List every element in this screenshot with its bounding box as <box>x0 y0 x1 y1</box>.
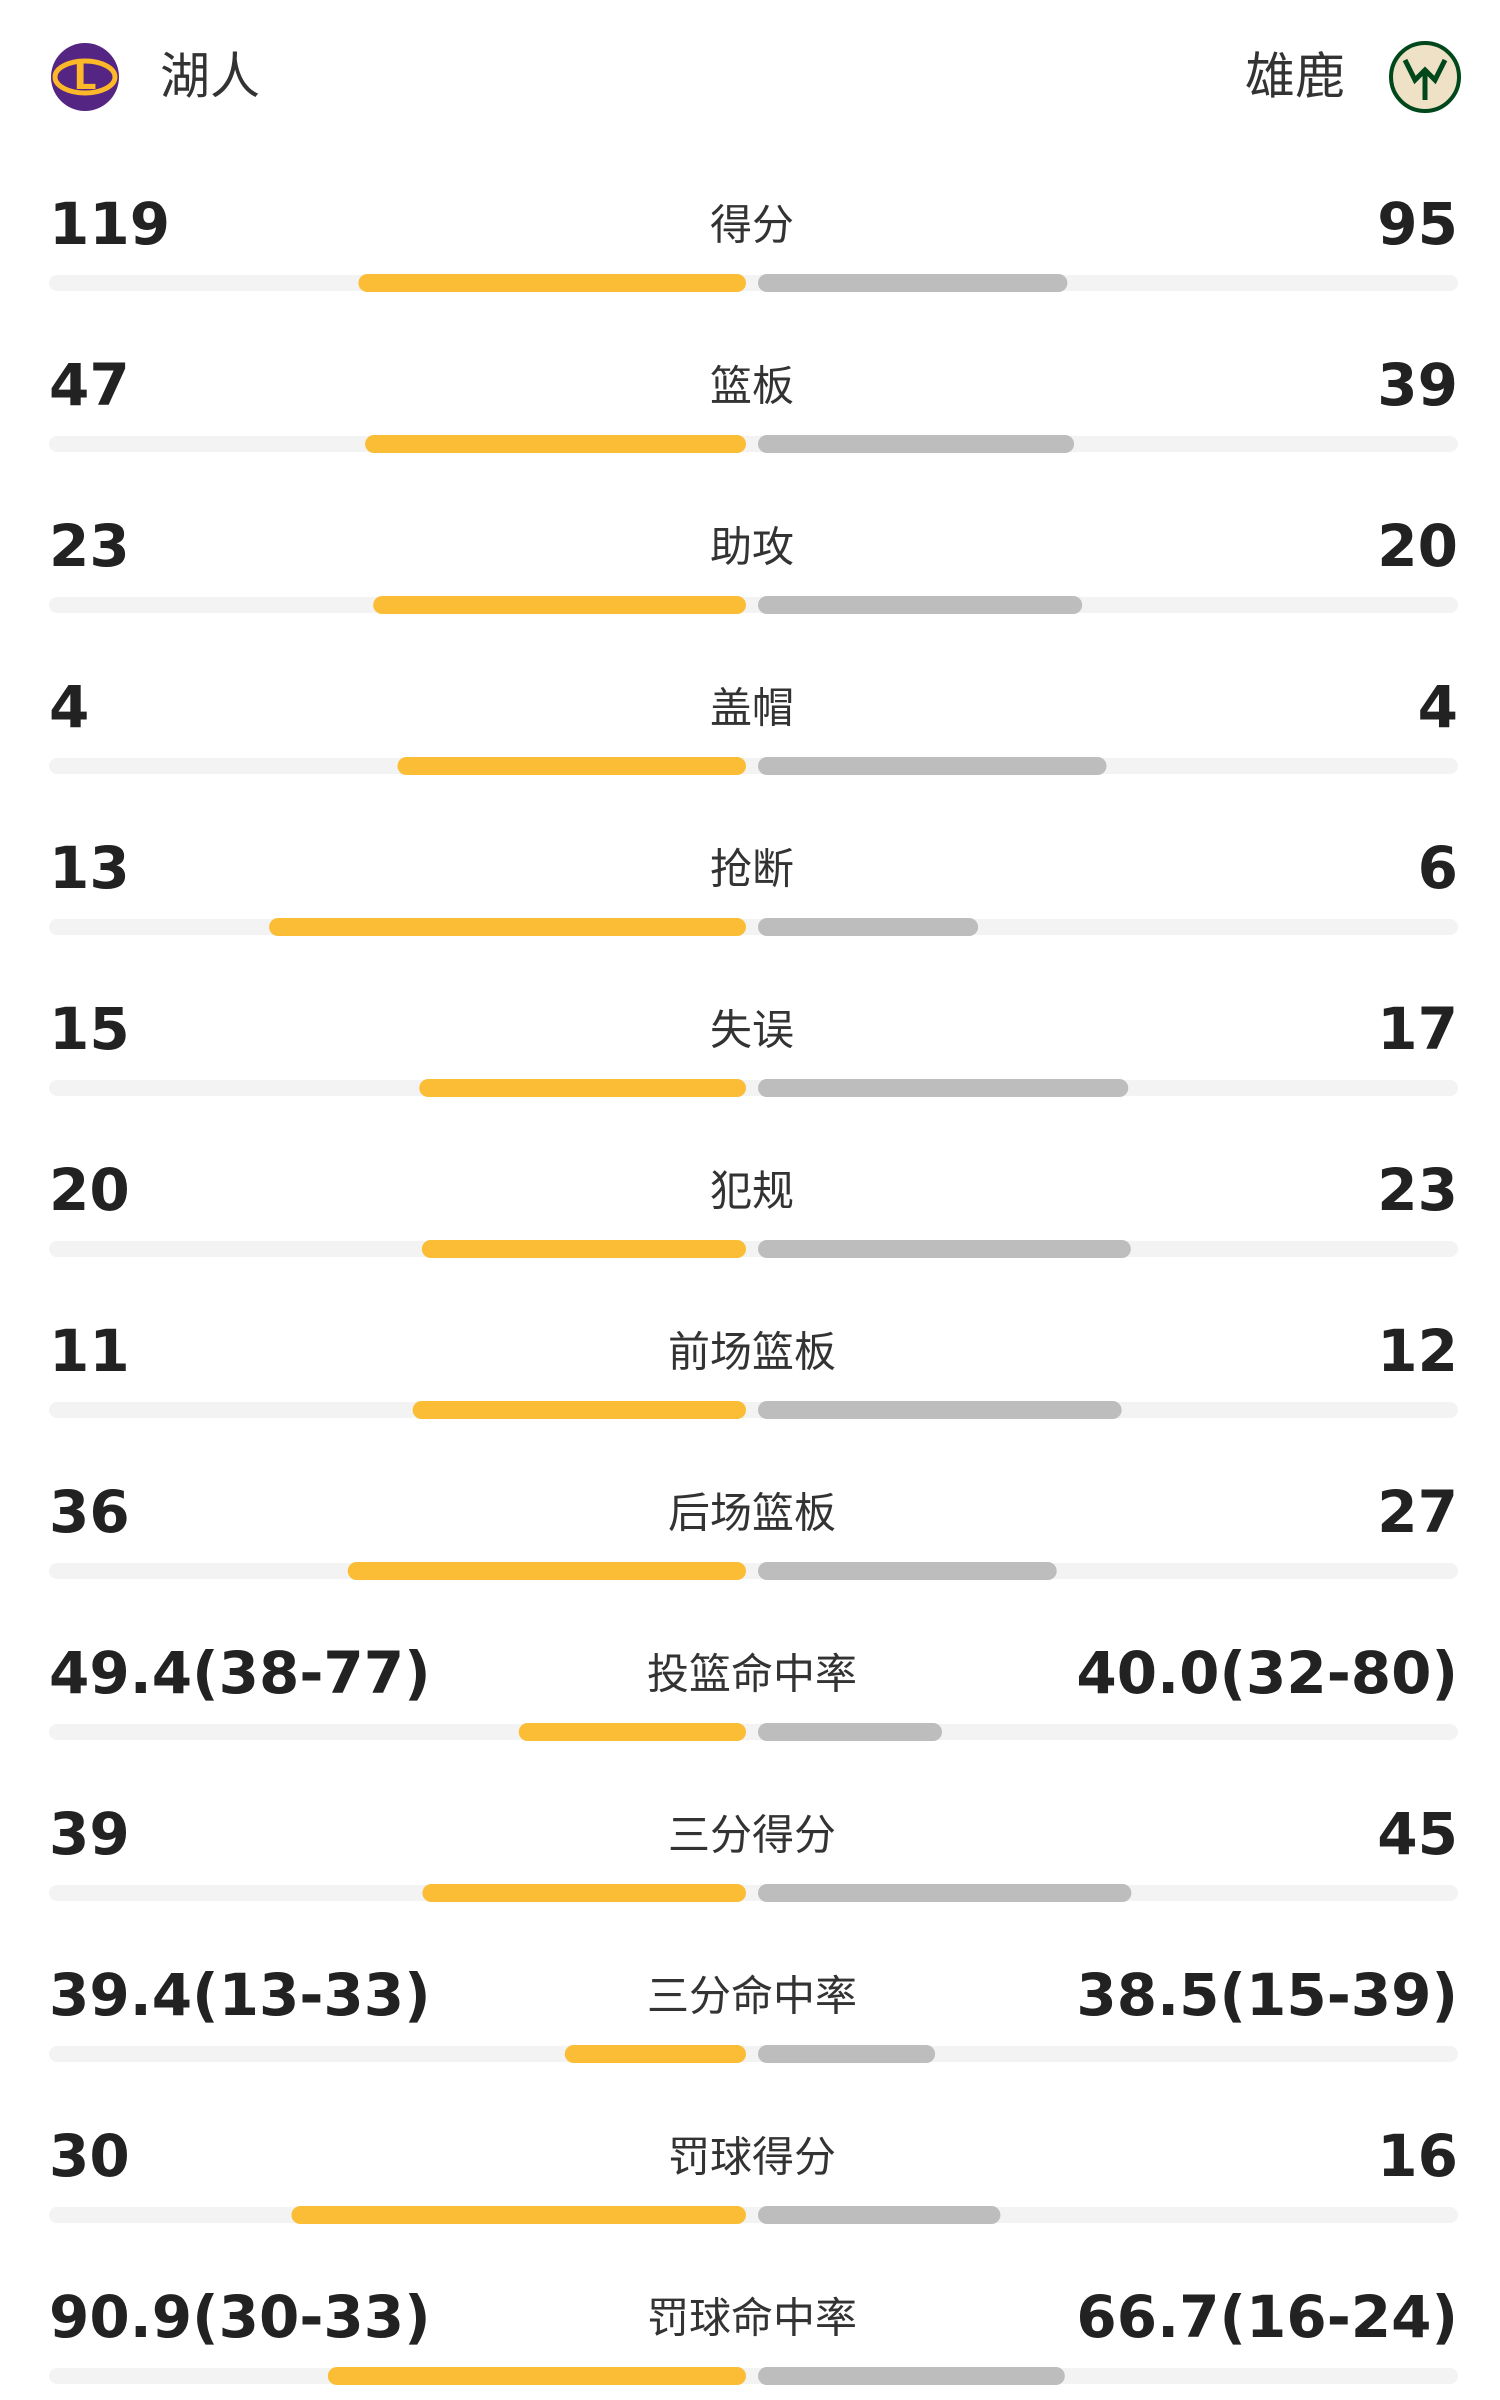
away-team: 雄鹿 <box>1245 48 1345 106</box>
away-bar <box>758 1079 1129 1097</box>
home-value: 4 <box>49 673 89 741</box>
away-value: 95 <box>1377 190 1458 258</box>
home-bar <box>518 1723 746 1741</box>
home-bar <box>358 274 746 292</box>
home-value: 13 <box>49 834 130 902</box>
away-bar <box>758 1401 1122 1419</box>
away-value: 4 <box>1418 673 1458 741</box>
home-team: 湖人 <box>160 48 260 106</box>
bar-track <box>49 1563 1458 1579</box>
stat-label: 得分 <box>710 201 794 250</box>
home-value: 23 <box>49 512 130 580</box>
home-value: 47 <box>49 351 130 419</box>
away-value: 66.7(16-24) <box>1076 2283 1458 2351</box>
home-value: 119 <box>49 190 170 258</box>
home-bar <box>412 1401 746 1419</box>
home-value: 39 <box>49 1800 130 1868</box>
home-value: 36 <box>49 1478 130 1546</box>
stat-label: 三分命中率 <box>647 1972 857 2021</box>
home-bar <box>373 596 746 614</box>
away-value: 6 <box>1418 834 1458 902</box>
stat-label: 罚球得分 <box>668 2133 836 2182</box>
bar-track <box>49 919 1458 935</box>
away-value: 12 <box>1377 1317 1458 1385</box>
home-value: 15 <box>49 995 130 1063</box>
stat-label: 盖帽 <box>710 684 794 733</box>
home-value: 39.4(13-33) <box>49 1961 431 2029</box>
svg-text:L: L <box>74 57 97 98</box>
home-bar <box>365 435 746 453</box>
home-value: 90.9(30-33) <box>49 2283 431 2351</box>
bar-track <box>49 2207 1458 2223</box>
away-value: 23 <box>1377 1156 1458 1224</box>
bar-track <box>49 758 1458 774</box>
bar-track <box>49 275 1458 291</box>
bar-track <box>49 1724 1458 1740</box>
bar-track <box>49 597 1458 613</box>
home-value: 49.4(38-77) <box>49 1639 431 1707</box>
away-value: 45 <box>1377 1800 1458 1868</box>
bar-track <box>49 2368 1458 2384</box>
home-bar <box>564 2045 746 2063</box>
home-bar <box>269 918 746 936</box>
away-bar <box>758 1723 942 1741</box>
away-bar <box>758 1562 1057 1580</box>
away-value: 16 <box>1377 2122 1458 2190</box>
home-logo: L <box>51 43 119 111</box>
away-bar <box>758 1884 1132 1902</box>
away-bar <box>758 2367 1065 2385</box>
home-bar <box>422 1884 746 1902</box>
stat-label: 篮板 <box>710 362 794 411</box>
stat-label: 三分得分 <box>668 1811 836 1860</box>
away-bar <box>758 2045 936 2063</box>
bar-track <box>49 1080 1458 1096</box>
away-bar <box>758 918 979 936</box>
away-bar <box>758 1240 1131 1258</box>
away-logo <box>1389 41 1461 113</box>
home-bar <box>419 1079 746 1097</box>
stat-label: 投篮命中率 <box>647 1650 857 1699</box>
bar-track <box>49 1241 1458 1257</box>
stat-label: 失误 <box>710 1006 794 1055</box>
stat-label: 助攻 <box>710 523 794 572</box>
away-value: 27 <box>1377 1478 1458 1546</box>
bar-track <box>49 2046 1458 2062</box>
stat-label: 罚球命中率 <box>647 2294 857 2343</box>
bar-track <box>49 436 1458 452</box>
stat-label: 犯规 <box>710 1167 794 1216</box>
away-bar <box>758 596 1083 614</box>
home-bar <box>291 2206 746 2224</box>
away-value: 20 <box>1377 512 1458 580</box>
away-bar <box>758 2206 1001 2224</box>
home-bar <box>397 757 746 775</box>
away-value: 39 <box>1377 351 1458 419</box>
stat-label: 后场篮板 <box>668 1489 836 1538</box>
bar-track <box>49 1402 1458 1418</box>
bar-track <box>49 1885 1458 1901</box>
home-value: 11 <box>49 1317 130 1385</box>
stat-label: 抢断 <box>710 845 794 894</box>
home-bar <box>347 1562 746 1580</box>
away-value: 17 <box>1377 995 1458 1063</box>
away-bar <box>758 435 1075 453</box>
away-bar <box>758 757 1107 775</box>
away-bar <box>758 274 1068 292</box>
away-value: 38.5(15-39) <box>1076 1961 1458 2029</box>
away-value: 40.0(32-80) <box>1076 1639 1458 1707</box>
home-bar <box>327 2367 746 2385</box>
home-bar <box>421 1240 746 1258</box>
stat-label: 前场篮板 <box>668 1328 836 1377</box>
home-value: 30 <box>49 2122 130 2190</box>
home-value: 20 <box>49 1156 130 1224</box>
